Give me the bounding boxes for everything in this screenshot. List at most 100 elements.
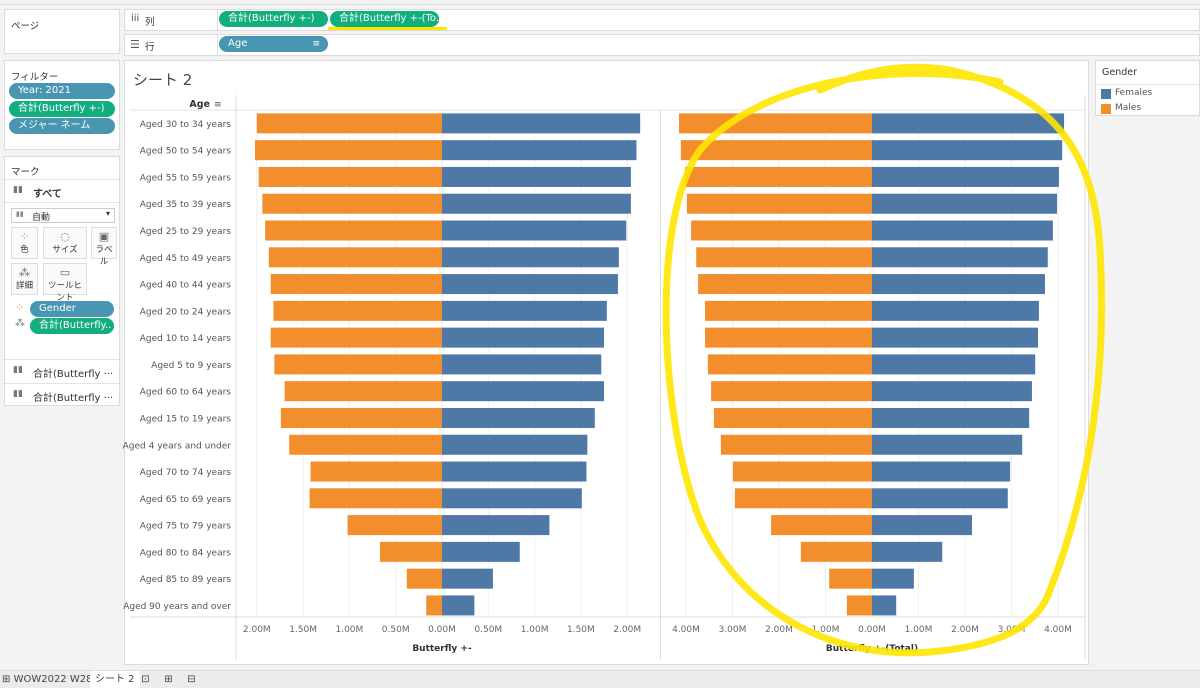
bar-males xyxy=(691,220,872,241)
bar-males xyxy=(734,488,872,509)
bar-females xyxy=(442,595,475,616)
x-tick-label: 1.00M xyxy=(521,625,549,635)
bar-males xyxy=(280,407,442,428)
rows-icon: ☰ xyxy=(130,38,140,51)
marks-subcard-2[interactable]: ▮▮ 合計(Butterfly ··· xyxy=(5,383,119,406)
marks-title: マーク xyxy=(11,167,40,178)
bar-females xyxy=(872,407,1030,428)
rows-shelf[interactable]: ☰ 行 xyxy=(124,34,1200,57)
bar-males xyxy=(705,327,872,348)
bar-males xyxy=(284,381,442,402)
bar-females xyxy=(442,166,631,187)
bar-females xyxy=(872,381,1032,402)
bar-males xyxy=(273,300,442,321)
x-axis-title: Butterfly +- xyxy=(412,644,472,654)
bar-males xyxy=(732,461,872,482)
bar-males xyxy=(426,595,442,616)
sort-icon: ≡ xyxy=(214,100,222,110)
bar-females xyxy=(442,300,607,321)
toolbar xyxy=(0,0,1200,5)
bar-females xyxy=(442,541,520,562)
tooltip-icon: ▭ xyxy=(59,266,71,279)
shelf-divider xyxy=(217,10,218,32)
bar-females xyxy=(442,461,587,482)
marks-field-butterfly[interactable]: 合計(Butterfly.. xyxy=(30,318,114,334)
x-tick-label: 1.00M xyxy=(905,625,933,635)
sheet-title: シート 2 xyxy=(133,71,193,89)
column-pill-butterfly[interactable]: 合計(Butterfly +-) xyxy=(219,11,328,27)
bar-males xyxy=(800,541,872,562)
bar-chart-icon: ▮▮ xyxy=(16,210,24,218)
x-tick-label: 0.00M xyxy=(858,625,886,635)
columns-label: 列 xyxy=(145,17,155,28)
row-label: Aged 25 to 29 years xyxy=(140,227,232,237)
color-label: 色 xyxy=(20,245,29,255)
marks-subcard-1[interactable]: ▮▮ 合計(Butterfly ··· xyxy=(5,359,119,383)
color-button[interactable]: ⁘ 色 xyxy=(11,227,38,259)
x-tick-label: 1.00M xyxy=(335,625,363,635)
column-pill-butterfly-total[interactable]: 合計(Butterfly +-(To.. xyxy=(330,11,439,27)
bar-females xyxy=(872,488,1008,509)
row-label: Aged 75 to 79 years xyxy=(140,522,232,532)
row-label: Aged 35 to 39 years xyxy=(140,200,232,210)
new-worksheet-button[interactable]: ⊡ xyxy=(137,671,154,688)
bar-females xyxy=(442,193,631,214)
marks-card: マーク ▮▮ すべて ▮▮ 自動 ▾ ⁘ 色 ◌ サイズ ▣ ラベル ⁂ 詳細 ▭ ツール… xyxy=(4,156,120,406)
bar-chart-icon: ▮▮ xyxy=(13,185,23,195)
row-label: Aged 20 to 24 years xyxy=(140,307,232,317)
detail-button[interactable]: ⁂ 詳細 xyxy=(11,263,38,295)
tab-sheet-2[interactable]: シート 2 xyxy=(90,671,140,688)
bar-males xyxy=(696,247,872,268)
row-pill-age-label: Age xyxy=(228,38,248,49)
bar-males xyxy=(720,434,872,455)
legend-swatch-females xyxy=(1101,89,1111,99)
bar-males xyxy=(705,300,872,321)
bar-males xyxy=(347,515,442,536)
bar-females xyxy=(442,568,493,589)
row-header-age: Age xyxy=(189,99,210,110)
new-story-button[interactable]: ⊟ xyxy=(183,671,200,688)
row-label: Aged 5 to 9 years xyxy=(151,361,231,371)
row-label: Aged 85 to 89 years xyxy=(140,575,232,585)
detail-icon: ⁂ xyxy=(19,266,30,279)
bar-females xyxy=(872,515,972,536)
row-label: Aged 65 to 69 years xyxy=(140,495,232,505)
bar-females xyxy=(442,354,602,375)
bar-males xyxy=(254,140,442,161)
mark-type-select[interactable]: ▮▮ 自動 ▾ xyxy=(11,208,115,223)
new-worksheet-icon: ⊡ xyxy=(141,674,150,685)
x-tick-label: 3.00M xyxy=(719,625,747,635)
label-button[interactable]: ▣ ラベル xyxy=(91,227,117,267)
label-icon: ▣ xyxy=(98,230,110,243)
tooltip-button[interactable]: ▭ ツールヒント xyxy=(43,263,87,303)
filter-butterfly[interactable]: 合計(Butterfly +-) xyxy=(9,101,115,117)
columns-icon: iii xyxy=(131,13,140,24)
chevron-down-icon: ▾ xyxy=(105,209,110,218)
detail-label: 詳細 xyxy=(15,281,33,291)
marks-all-tab[interactable]: ▮▮ すべて xyxy=(5,179,119,203)
rows-label: 行 xyxy=(145,42,155,53)
row-pill-age[interactable]: Age ≡ xyxy=(219,36,328,52)
bar-males xyxy=(406,568,442,589)
legend-label-females: Females xyxy=(1115,88,1153,98)
filter-year[interactable]: Year: 2021 xyxy=(9,83,115,99)
tab-bar xyxy=(0,670,1200,688)
bar-females xyxy=(872,327,1039,348)
pages-label: ページ xyxy=(11,21,40,32)
filter-measure-names[interactable]: メジャー ネーム xyxy=(9,118,115,134)
new-story-icon: ⊟ xyxy=(187,674,196,685)
size-button[interactable]: ◌ サイズ xyxy=(43,227,87,259)
bar-males xyxy=(680,140,872,161)
row-label: Aged 50 to 54 years xyxy=(140,147,232,157)
legend-card: Gender Females Males xyxy=(1095,60,1200,116)
new-dashboard-button[interactable]: ⊞ xyxy=(160,671,177,688)
bar-males xyxy=(258,166,442,187)
color-icon: ⁘ xyxy=(15,301,25,314)
pages-shelf[interactable]: ページ xyxy=(4,9,120,54)
tab-datasource[interactable]: ⊞ WOW2022 W28 xyxy=(2,671,92,688)
bar-males xyxy=(707,354,872,375)
row-label: Aged 60 to 64 years xyxy=(140,388,232,398)
legend-swatch-males xyxy=(1101,104,1111,114)
x-tick-label: 1.50M xyxy=(567,625,595,635)
marks-field-gender[interactable]: Gender xyxy=(30,301,114,317)
